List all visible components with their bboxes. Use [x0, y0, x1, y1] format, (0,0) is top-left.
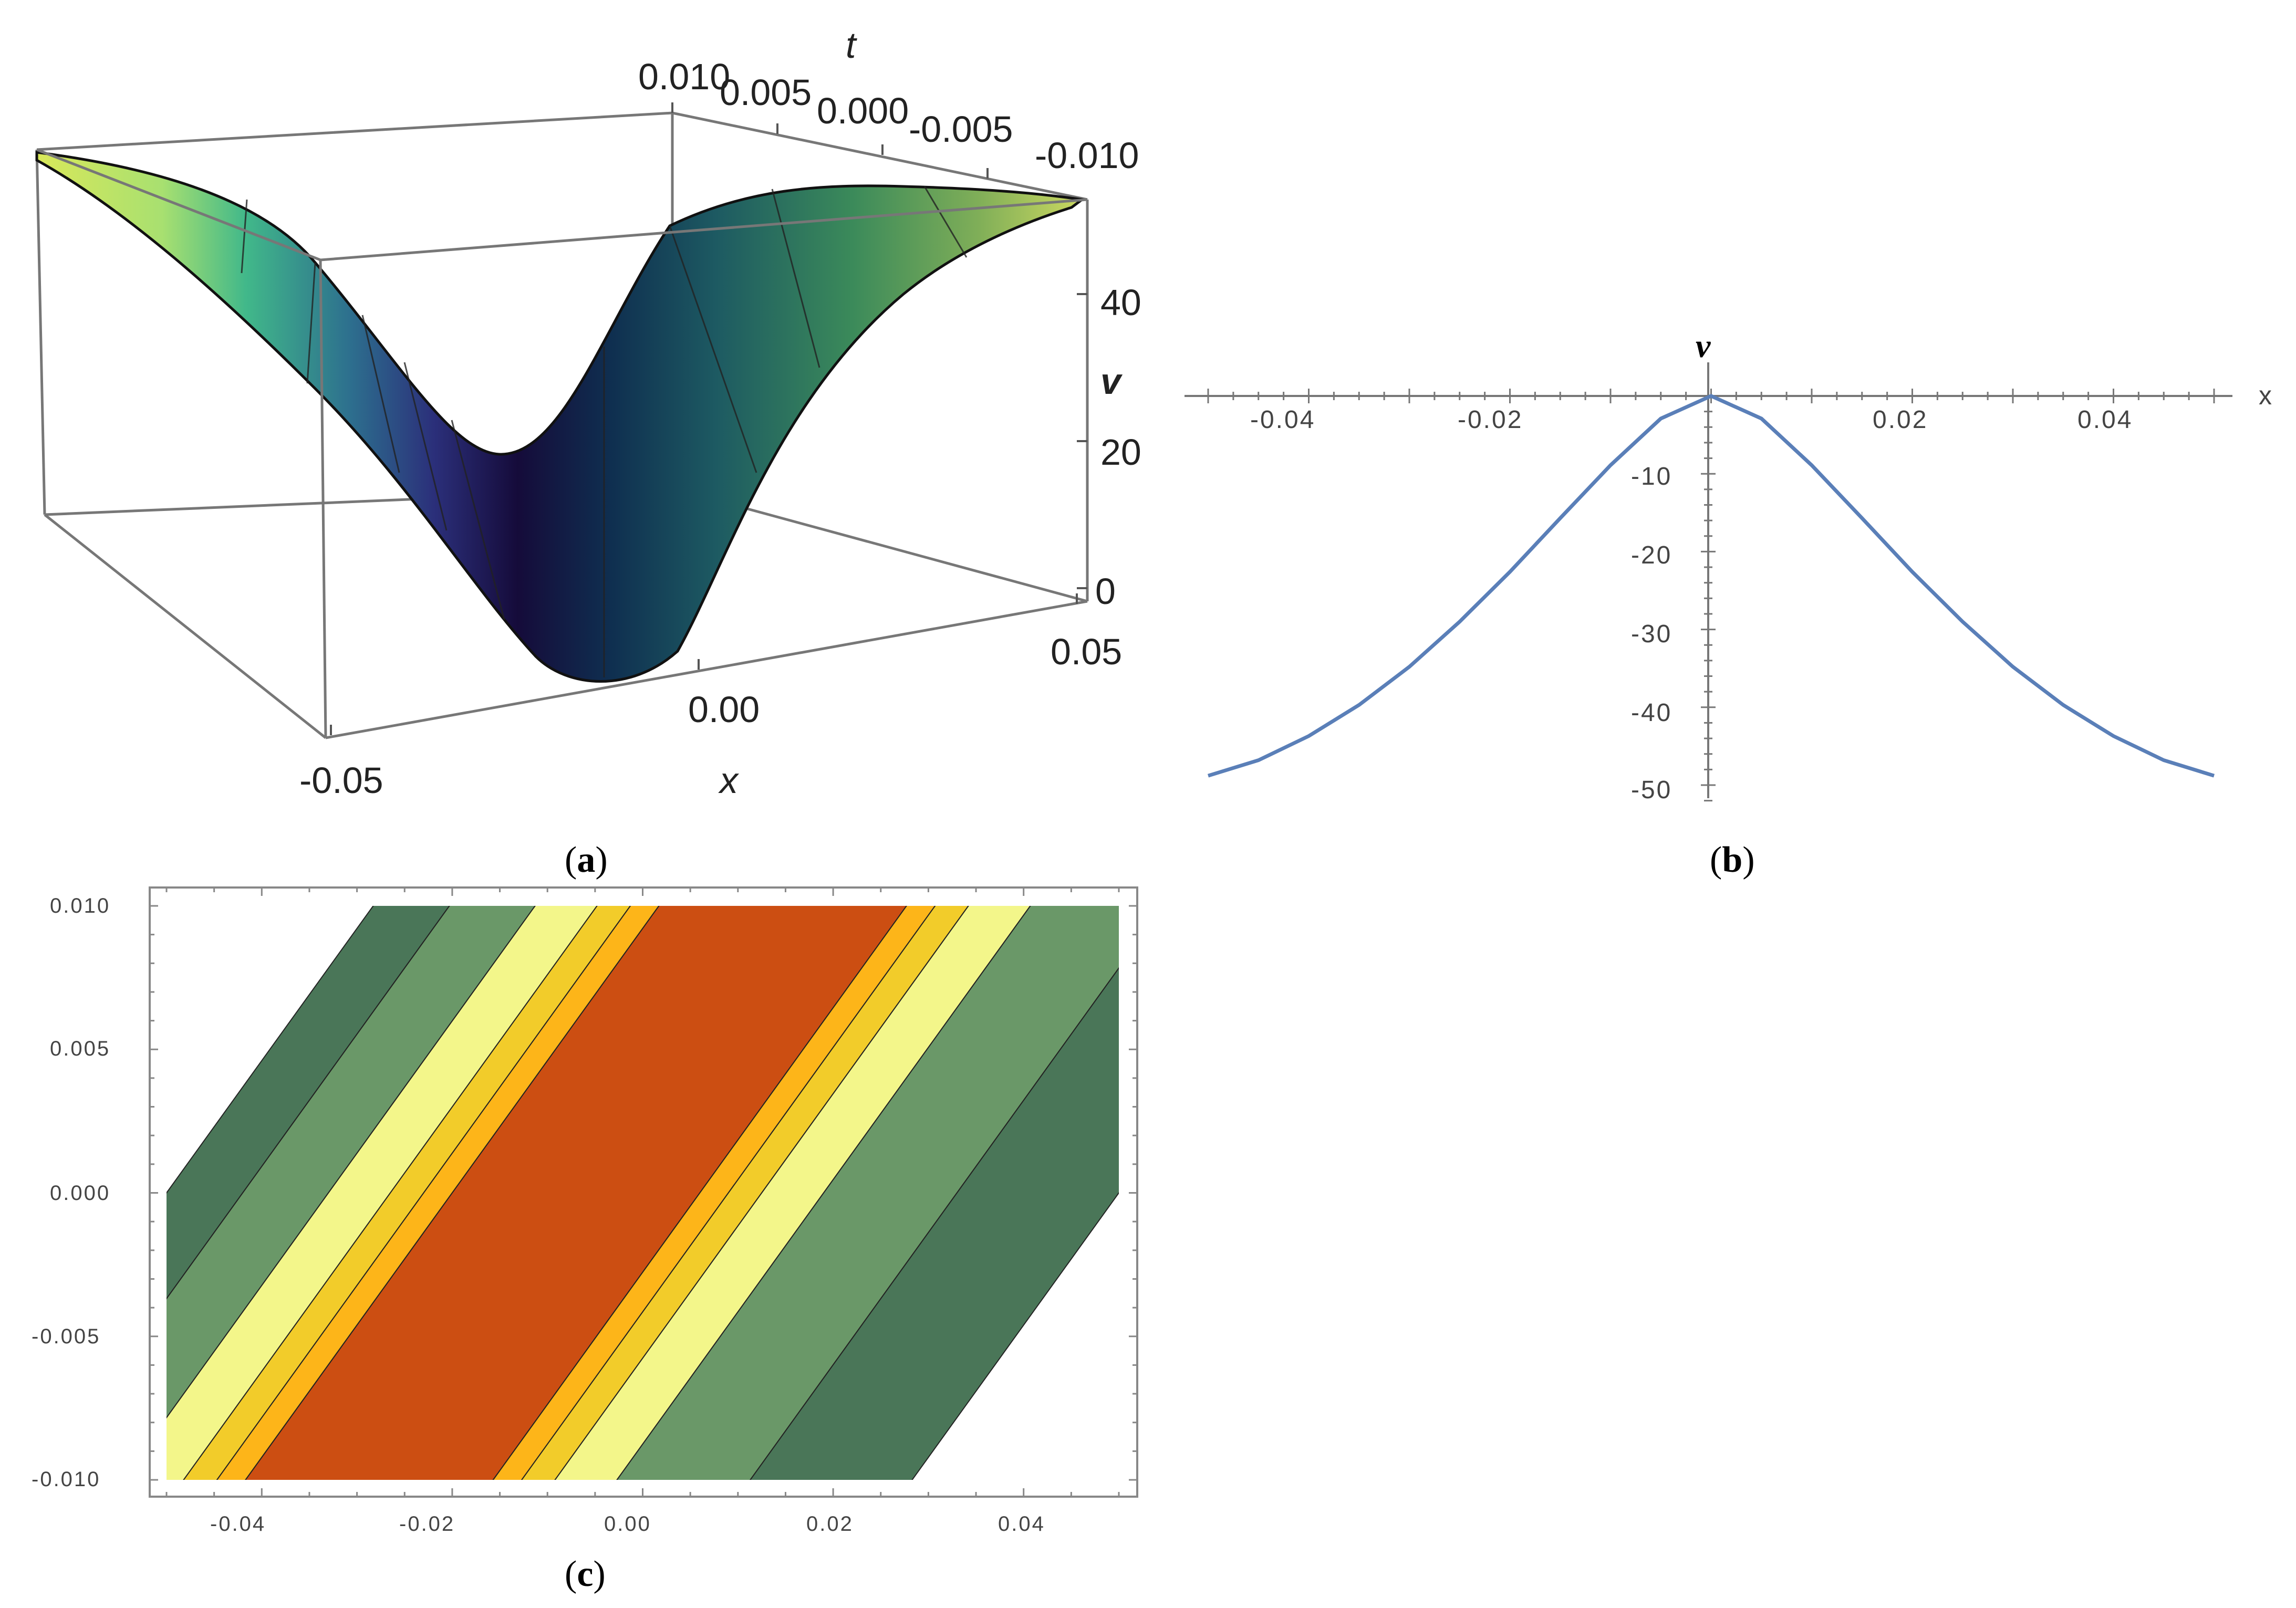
contour-band [216, 906, 660, 1480]
b-y-tick-neg30: -30 [1631, 620, 1672, 648]
c-x-tick-neg004: -0.04 [210, 1512, 266, 1536]
contour-band [492, 906, 936, 1480]
t-tick-0000: 0.000 [817, 90, 909, 131]
axis-ticks [330, 102, 1087, 735]
c-y-tick-neg0010: -0.010 [32, 1468, 100, 1491]
surface-mesh [35, 151, 1086, 683]
b-y-tick-neg50: -50 [1631, 776, 1672, 804]
box-front-edges [36, 148, 1089, 739]
contour-band [521, 906, 969, 1480]
contour-band [167, 906, 598, 1480]
x-tick-000: 0.00 [688, 689, 760, 730]
z-axis-label: v [1100, 361, 1123, 402]
c-x-tick-002: 0.02 [806, 1512, 854, 1536]
surface-mesh-lines [241, 186, 968, 677]
t-tick-neg0005: -0.005 [909, 109, 1013, 150]
contour-bands [167, 906, 1119, 1480]
c-y-tick-neg0005: -0.005 [32, 1325, 100, 1348]
t-tick-neg0010: -0.010 [1035, 135, 1139, 176]
b-y-tick-neg40: -40 [1631, 699, 1672, 727]
c-y-tick-0005: 0.005 [50, 1037, 110, 1060]
panel-b-line-plot: -0.04 -0.02 0.02 0.04 x v -10 -20 -30 -4… [1185, 327, 2273, 880]
c-x-tick-004: 0.04 [998, 1512, 1045, 1536]
c-y-tick-0010: 0.010 [50, 894, 110, 917]
contour-band [554, 906, 1031, 1480]
contour-band [750, 967, 1119, 1480]
contour-band [245, 906, 907, 1480]
c-x-tick-neg002: -0.02 [399, 1512, 455, 1536]
b-x-axis-label: x [2259, 381, 2273, 410]
b-y-axis-label: v [1696, 327, 1711, 364]
contour-band [616, 906, 1119, 1480]
panel-c-contour-plot: 0.010 0.005 0.000 -0.005 -0.010 -0.04 -0… [32, 886, 1138, 1594]
b-x-tick-neg002: -0.02 [1458, 406, 1523, 434]
b-x-tick-neg004: -0.04 [1250, 406, 1315, 434]
z-tick-40: 40 [1100, 282, 1141, 323]
b-y-tick-neg20: -20 [1631, 541, 1672, 569]
caption-b: (b) [1710, 840, 1755, 880]
caption-c: (c) [565, 1554, 606, 1594]
x-tick-neg005: -0.05 [299, 760, 383, 801]
z-tick-20: 20 [1100, 432, 1141, 473]
t-axis-label: t [846, 25, 857, 66]
b-series-line [1207, 394, 2215, 778]
c-x-tick-000: 0.00 [604, 1512, 651, 1536]
contour-band [183, 906, 631, 1480]
c-y-tick-0000: 0.000 [50, 1182, 110, 1205]
b-x-tick-004: 0.04 [2077, 406, 2133, 434]
t-tick-0005: 0.005 [720, 72, 812, 113]
caption-a: (a) [565, 840, 608, 880]
t-tick-0010: 0.010 [638, 56, 730, 97]
b-y-tick-neg10: -10 [1631, 463, 1672, 490]
b-x-tick-002: 0.02 [1873, 406, 1928, 434]
b-x-minor-ticks [1207, 389, 2215, 403]
z-tick-0: 0 [1095, 571, 1116, 612]
panel-a-surface-plot: 40 20 0 v -0.05 0.00 0.05 x 0.010 0.005 … [35, 25, 1141, 880]
c-ticks [150, 887, 1137, 1497]
x-tick-005: 0.05 [1051, 631, 1122, 672]
x-axis-label: x [718, 760, 740, 801]
